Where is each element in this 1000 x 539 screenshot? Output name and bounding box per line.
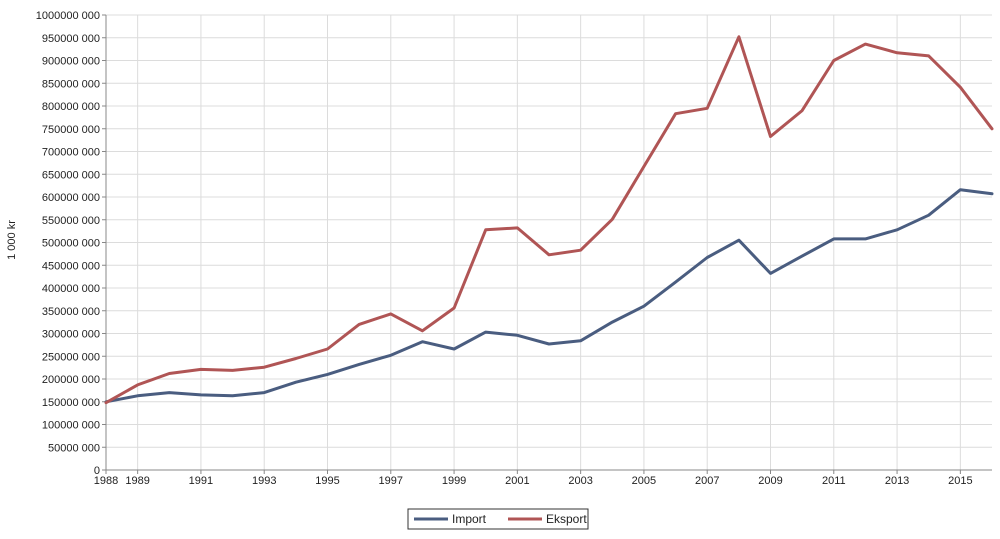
y-tick-label: 750000 000 bbox=[42, 124, 100, 136]
x-tick-label: 1997 bbox=[379, 475, 403, 487]
y-axis-label: 1 000 kr bbox=[6, 220, 18, 260]
axes: 0 50000 000 100000 000 150000 000 200000 000… bbox=[36, 10, 992, 487]
legend-box bbox=[407, 508, 589, 530]
y-tick-label: 250000 000 bbox=[42, 351, 100, 363]
y-tick-label: 600000 000 bbox=[42, 192, 100, 204]
x-tick-label: 1989 bbox=[125, 475, 149, 487]
y-tick-label: 650000 000 bbox=[42, 169, 100, 181]
series-line-import bbox=[104, 188, 994, 404]
y-tick-label: 400000 000 bbox=[42, 283, 100, 295]
y-tick-label: 700000 000 bbox=[42, 147, 100, 159]
x-tick-label: 2005 bbox=[632, 475, 656, 487]
legend-label-import: Import bbox=[452, 512, 487, 526]
x-tick-label: 1991 bbox=[189, 475, 213, 487]
x-tick-label: 1993 bbox=[252, 475, 276, 487]
y-tick-label: 0 bbox=[94, 465, 100, 477]
y-tick-label: 200000 000 bbox=[42, 374, 100, 386]
x-tick-label: 2001 bbox=[505, 475, 529, 487]
gridlines bbox=[105, 14, 992, 471]
y-tick-label: 300000 000 bbox=[42, 329, 100, 341]
series-lines bbox=[104, 35, 994, 405]
y-tick-label: 50000 000 bbox=[48, 442, 100, 454]
y-tick-label: 800000 000 bbox=[42, 101, 100, 113]
y-tick-label: 500000 000 bbox=[42, 238, 100, 250]
x-tick-label: 1999 bbox=[442, 475, 466, 487]
y-tick-label: 150000 000 bbox=[42, 397, 100, 409]
y-tick-label: 450000 000 bbox=[42, 260, 100, 272]
legend: Import Eksport bbox=[407, 508, 589, 530]
y-tick-label: 550000 000 bbox=[42, 215, 100, 227]
legend-label-eksport: Eksport bbox=[546, 512, 587, 526]
x-tick-label: 1995 bbox=[315, 475, 339, 487]
y-tick-label: 850000 000 bbox=[42, 78, 100, 90]
x-tick-label: 2003 bbox=[568, 475, 592, 487]
x-tick-label: 2015 bbox=[948, 475, 972, 487]
x-tick-label: 2009 bbox=[758, 475, 782, 487]
x-tick-label: 2007 bbox=[695, 475, 719, 487]
x-tick-label: 1988 bbox=[94, 475, 118, 487]
x-tick-label: 2013 bbox=[885, 475, 909, 487]
x-tick-label: 2011 bbox=[822, 475, 846, 487]
y-tick-label: 950000 000 bbox=[42, 33, 100, 45]
y-tick-label: 100000 000 bbox=[42, 420, 100, 432]
y-tick-label: 350000 000 bbox=[42, 306, 100, 318]
series-line-eksport bbox=[104, 35, 994, 405]
y-tick-label: 1000000 000 bbox=[36, 10, 100, 22]
y-tick-label: 900000 000 bbox=[42, 56, 100, 68]
